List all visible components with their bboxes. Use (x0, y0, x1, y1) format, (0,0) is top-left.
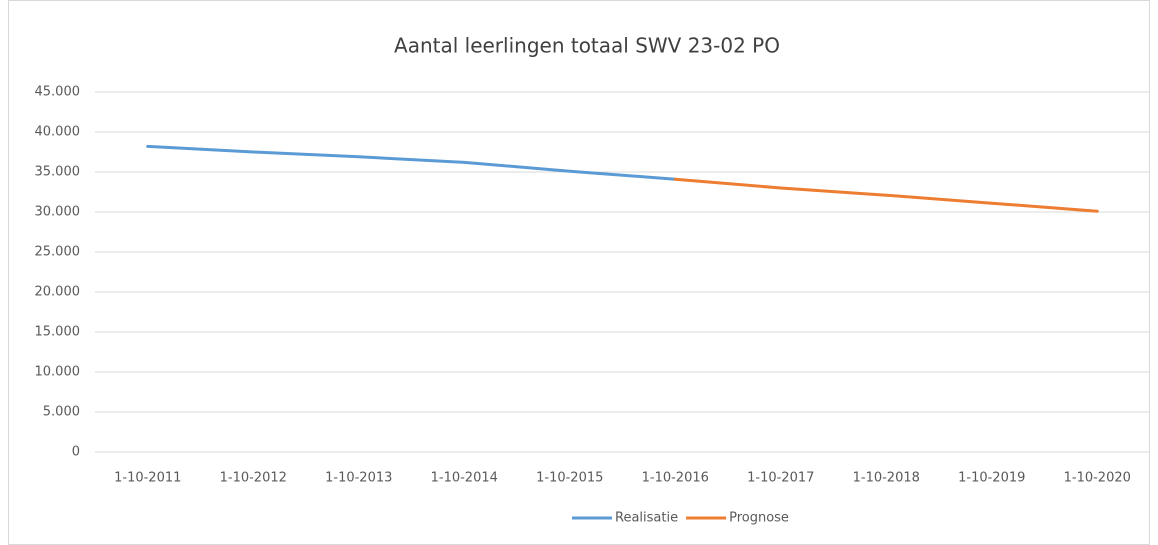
x-tick-label: 1-10-2011 (114, 471, 181, 486)
chart-frame (8, 0, 1150, 545)
chart-title: Aantal leerlingen totaal SWV 23-02 PO (394, 34, 780, 58)
y-tick-label: 10.000 (35, 365, 81, 380)
y-tick-label: 5.000 (43, 405, 80, 420)
line-series (146, 144, 677, 181)
y-tick-label: 25.000 (35, 245, 81, 260)
x-tick-label: 1-10-2014 (431, 471, 498, 486)
y-tick-label: 20.000 (35, 285, 81, 300)
y-tick-label: 0 (72, 445, 80, 460)
line-series (673, 177, 1099, 213)
x-tick-label: 1-10-2020 (1064, 471, 1131, 486)
x-tick-label: 1-10-2012 (220, 471, 287, 486)
y-tick-label: 15.000 (35, 325, 81, 340)
x-tick-label: 1-10-2016 (642, 471, 709, 486)
y-tick-label: 40.000 (35, 125, 81, 140)
legend-label: Realisatie (615, 511, 678, 526)
y-tick-label: 30.000 (35, 205, 81, 220)
x-tick-label: 1-10-2019 (958, 471, 1025, 486)
x-tick-label: 1-10-2015 (536, 471, 603, 486)
y-tick-label: 45.000 (35, 85, 81, 100)
x-tick-label: 1-10-2013 (325, 471, 392, 486)
legend-label: Prognose (729, 511, 789, 526)
x-tick-label: 1-10-2017 (747, 471, 814, 486)
x-tick-label: 1-10-2018 (853, 471, 920, 486)
y-tick-label: 35.000 (35, 165, 81, 180)
